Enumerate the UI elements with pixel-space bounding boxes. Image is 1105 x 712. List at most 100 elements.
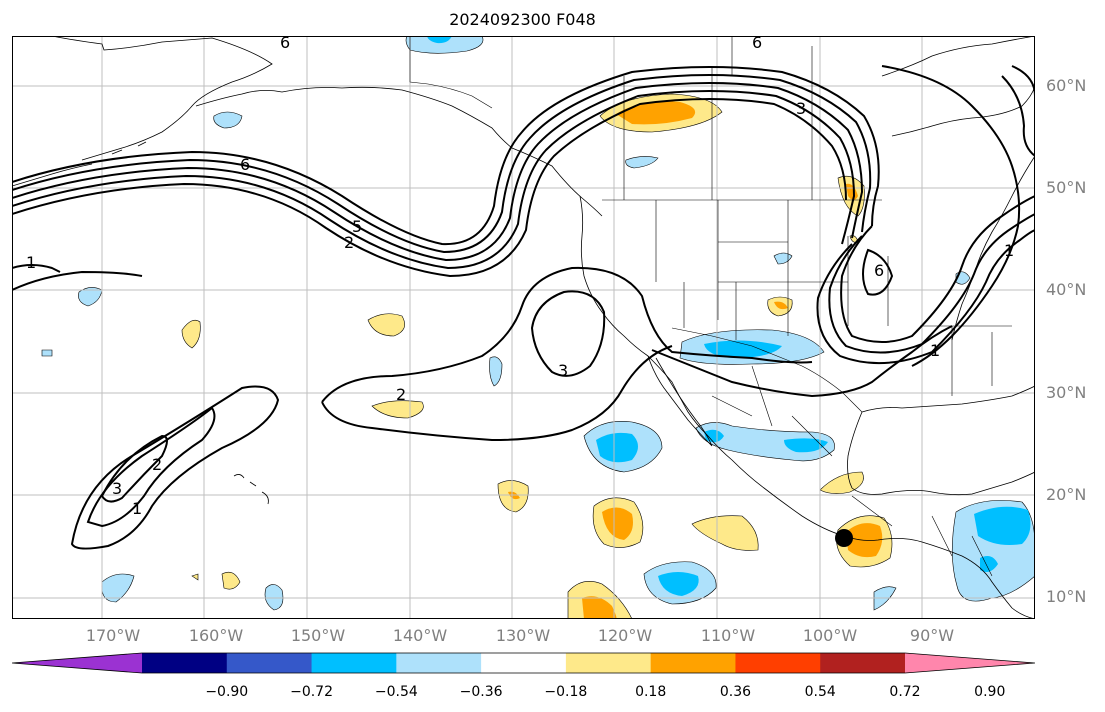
gulf-coast: [847, 385, 1035, 496]
political-borders: [409, 36, 1012, 577]
lat-label: 30°N: [1046, 383, 1087, 402]
colorbar-segment: [735, 653, 821, 673]
map-frame: [12, 36, 1035, 619]
positive-anomaly-area: [774, 301, 788, 310]
colorbar-tick-label: −0.36: [459, 684, 503, 700]
positive-anomaly-area: [191, 573, 199, 581]
contour-label: 3: [558, 361, 568, 380]
negative-anomaly-area: [41, 349, 53, 357]
hawaii: [233, 474, 269, 505]
lon-label: 150°W: [290, 626, 346, 645]
hudson-bay-coast: [881, 36, 1035, 137]
jet-contour: [12, 90, 856, 270]
storm-center-marker: [835, 529, 853, 547]
negative-anomaly-area: [427, 36, 452, 44]
lon-label: 120°W: [597, 626, 653, 645]
contour-label: 2: [396, 385, 406, 404]
contour-two: [12, 264, 143, 291]
jet-contour: [12, 74, 872, 254]
anomaly-shading: [41, 36, 1035, 619]
contour-label: 1: [132, 499, 142, 518]
state-lines: [655, 200, 1012, 396]
cutoff-low: [70, 385, 280, 550]
lat-label: 50°N: [1046, 178, 1087, 197]
lon-label: 110°W: [700, 626, 756, 645]
colorbar-tick-label: 0.36: [719, 684, 752, 700]
cutoff-low: [100, 434, 168, 503]
negative-anomaly-area: [489, 356, 503, 387]
contour-label: 1: [1004, 241, 1014, 260]
negative-anomaly-area: [264, 584, 284, 611]
lat-label: 20°N: [1046, 485, 1087, 504]
trough-contour: [840, 195, 1035, 343]
positive-anomaly-area: [582, 596, 617, 619]
negative-anomaly-area: [596, 432, 638, 463]
mexico-states: [711, 365, 993, 577]
contour-label: 2: [152, 455, 162, 474]
colorbar-tick-label: 0.72: [889, 684, 921, 700]
canada-provinces: [623, 36, 813, 200]
central-america: [921, 541, 1035, 619]
lat-label: 60°N: [1046, 76, 1087, 95]
negative-anomaly-area: [625, 156, 659, 169]
colorbar-segment: [481, 653, 567, 673]
baja-california: [647, 355, 713, 447]
contour-label: 2: [344, 233, 354, 252]
negative-anomaly-area: [704, 340, 782, 358]
map-title: 2024092300 F048: [449, 10, 596, 29]
cutoff-low: [86, 406, 216, 528]
lon-label: 100°W: [802, 626, 858, 645]
coastlines: [12, 36, 1035, 619]
contour-label: 1: [26, 253, 36, 272]
colorbar-segment: [905, 653, 1035, 673]
positive-anomaly-area: [616, 101, 696, 125]
negative-anomaly-area: [773, 252, 793, 265]
contours: [12, 65, 1035, 550]
positive-anomaly-area: [371, 400, 424, 419]
contour-label: 6: [752, 36, 762, 52]
subtropical-contour: [651, 325, 953, 398]
colorbar-outline: [12, 652, 1035, 674]
closed-contour: [530, 290, 606, 377]
positive-anomaly-area: [819, 471, 864, 494]
contour-label: 6: [240, 155, 250, 174]
negative-anomaly-area: [658, 572, 699, 596]
colorbar-segment: [311, 653, 397, 673]
negative-anomaly-area: [980, 556, 998, 572]
alaska-coast: [51, 36, 603, 217]
lon-label: 130°W: [495, 626, 551, 645]
colorbar-segment: [12, 653, 142, 673]
negative-anomaly-area: [405, 36, 484, 54]
positive-anomaly-area: [691, 515, 759, 551]
jet-contour: [12, 66, 880, 246]
aleutian-islands: [12, 141, 147, 187]
contour-two: [321, 266, 813, 442]
colorbar-tick-label: 0.18: [635, 684, 667, 700]
contour-label: 6: [874, 261, 884, 280]
us-mexico-border: [671, 327, 863, 413]
contour-label: 3: [796, 99, 806, 118]
east-coast: [951, 155, 1035, 341]
contour-label: 6: [280, 36, 290, 52]
negative-anomaly-area: [101, 573, 135, 603]
positive-anomaly-area: [181, 319, 201, 349]
lat-label: 10°N: [1046, 587, 1087, 606]
negative-anomaly-area: [974, 506, 1031, 545]
colorbar-tick-label: −0.72: [290, 684, 333, 700]
positive-anomaly-area: [221, 571, 241, 590]
colorbar-segment: [565, 653, 652, 673]
lon-label: 140°W: [392, 626, 448, 645]
lon-label: 90°W: [909, 626, 955, 645]
contour-label: 3: [112, 479, 122, 498]
colorbar-tick-label: −0.54: [374, 684, 418, 700]
negative-anomaly-area: [78, 287, 103, 307]
colorbar-tick-label: −0.90: [205, 684, 249, 700]
trough-contour: [1001, 65, 1035, 157]
positive-anomaly-area: [367, 313, 405, 337]
jet-contour: [12, 82, 864, 262]
colorbar-segment: [396, 653, 482, 673]
lon-label: 170°W: [85, 626, 141, 645]
graticule: [12, 36, 1035, 619]
contour-labels: 6 6 6 5 2 2 3 3 3 2 1 1 1 6 1: [26, 36, 1014, 518]
contour-label: 5: [352, 217, 362, 236]
